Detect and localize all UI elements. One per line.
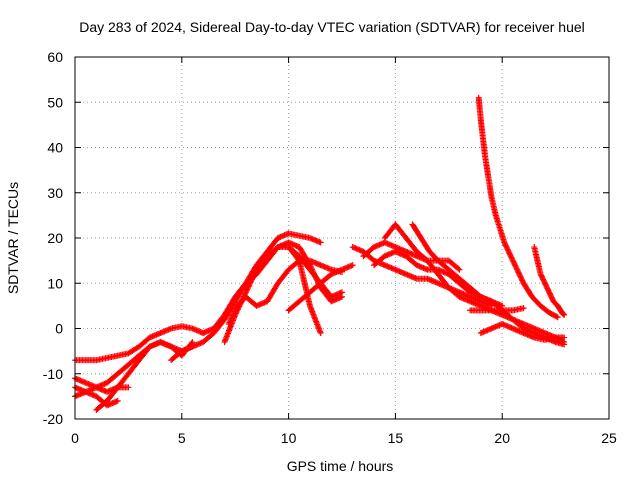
data-point bbox=[515, 269, 522, 276]
data-point bbox=[505, 247, 512, 254]
data-point bbox=[507, 251, 514, 258]
series-arc18 bbox=[477, 320, 568, 343]
data-points bbox=[72, 94, 568, 413]
data-point bbox=[125, 384, 132, 391]
y-tick-label: 10 bbox=[47, 275, 63, 291]
y-tick-label: 40 bbox=[47, 140, 63, 156]
data-point bbox=[295, 258, 302, 265]
data-point bbox=[503, 243, 510, 250]
data-point bbox=[510, 258, 517, 265]
data-point bbox=[506, 250, 513, 257]
data-point bbox=[226, 319, 233, 326]
data-point bbox=[227, 316, 234, 323]
data-point bbox=[516, 270, 523, 277]
data-point bbox=[554, 314, 561, 321]
x-tick-label: 15 bbox=[388, 430, 404, 446]
data-point bbox=[317, 239, 324, 246]
data-point bbox=[553, 313, 560, 320]
chart-title: Day 283 of 2024, Sidereal Day-to-day VTE… bbox=[79, 19, 585, 35]
data-point bbox=[561, 311, 568, 318]
y-tick-label: 30 bbox=[47, 185, 63, 201]
data-point bbox=[507, 253, 514, 260]
data-point bbox=[514, 268, 521, 275]
data-point bbox=[561, 341, 568, 348]
data-point bbox=[227, 318, 234, 325]
data-point bbox=[230, 311, 237, 318]
series-arc11 bbox=[285, 244, 345, 300]
x-tick-label: 5 bbox=[178, 430, 186, 446]
data-point bbox=[514, 266, 521, 273]
data-point bbox=[231, 309, 238, 316]
y-tick-label: 0 bbox=[55, 321, 63, 337]
data-point bbox=[229, 312, 236, 319]
data-point bbox=[503, 244, 510, 251]
data-point bbox=[510, 259, 517, 266]
x-tick-label: 25 bbox=[601, 430, 617, 446]
data-point bbox=[273, 245, 280, 252]
y-tick-label: 60 bbox=[47, 49, 63, 65]
axis-ticks bbox=[74, 56, 610, 420]
data-point bbox=[509, 255, 516, 262]
series-arc12 bbox=[349, 244, 495, 309]
data-point bbox=[229, 314, 236, 321]
data-point bbox=[519, 277, 526, 284]
data-point bbox=[225, 320, 232, 327]
data-point bbox=[349, 262, 356, 269]
data-point bbox=[512, 263, 519, 270]
data-point bbox=[114, 397, 121, 404]
data-point bbox=[228, 315, 235, 322]
y-tick-label: 50 bbox=[47, 94, 63, 110]
data-point bbox=[233, 305, 240, 312]
data-point bbox=[231, 308, 238, 315]
data-point bbox=[516, 272, 523, 279]
data-point bbox=[518, 276, 525, 283]
data-point bbox=[505, 249, 512, 256]
data-point bbox=[501, 240, 508, 247]
series-arc17 bbox=[467, 305, 527, 314]
data-point bbox=[501, 239, 508, 246]
y-tick-label: -20 bbox=[43, 411, 63, 427]
series-arc10 bbox=[285, 262, 356, 314]
y-tick-labels: -20 -10 0 10 20 30 40 50 60 bbox=[43, 49, 63, 427]
data-point bbox=[508, 254, 515, 261]
x-tick-label: 10 bbox=[281, 430, 297, 446]
data-point bbox=[317, 330, 324, 337]
data-point bbox=[561, 334, 568, 341]
data-point bbox=[520, 305, 527, 312]
data-point bbox=[339, 289, 345, 296]
y-axis-title: SDTVAR / TECUs bbox=[5, 182, 21, 294]
series-arc6 bbox=[168, 230, 324, 364]
data-point bbox=[504, 246, 511, 253]
data-point bbox=[512, 262, 519, 269]
y-tick-label: -10 bbox=[43, 366, 63, 382]
data-point bbox=[232, 307, 239, 314]
x-tick-label: 20 bbox=[494, 430, 510, 446]
x-tick-label: 0 bbox=[71, 430, 79, 446]
data-point bbox=[455, 265, 462, 272]
series-arc20 bbox=[531, 244, 568, 318]
data-point bbox=[511, 261, 518, 268]
x-axis-title: GPS time / hours bbox=[287, 458, 394, 474]
y-tick-label: 20 bbox=[47, 230, 63, 246]
x-tick-labels: 0 5 10 15 20 25 bbox=[71, 430, 617, 446]
data-point bbox=[456, 266, 463, 273]
data-point bbox=[513, 265, 520, 272]
data-point bbox=[517, 273, 524, 280]
data-point bbox=[502, 242, 509, 249]
series-arc19 bbox=[475, 94, 561, 321]
data-point bbox=[509, 257, 516, 264]
data-point bbox=[517, 274, 524, 281]
